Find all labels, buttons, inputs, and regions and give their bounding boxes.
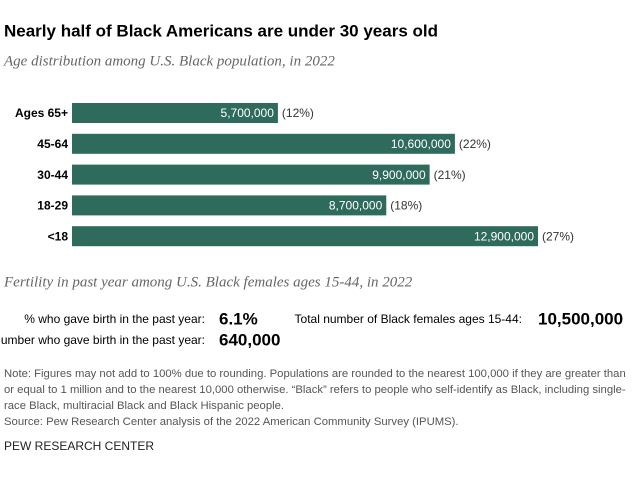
source: Source: Pew Research Center analysis of … — [4, 416, 459, 428]
bar — [72, 195, 387, 216]
note-block: Note: Figures may not add to 100% due to… — [4, 366, 636, 430]
share-label: (12%) — [282, 106, 314, 120]
category-label: Ages 65+ — [15, 106, 68, 120]
footer: PEW RESEARCH CENTER — [4, 439, 155, 453]
chart-title: Nearly half of Black Americans are under… — [4, 21, 438, 40]
category-label: 18-29 — [37, 199, 68, 213]
value-label: 5,700,000 — [221, 106, 275, 120]
stat-label: % who gave birth in the past year: — [24, 312, 205, 326]
bar — [72, 164, 430, 185]
share-label: (22%) — [459, 137, 491, 151]
value-label: 9,900,000 — [372, 168, 426, 182]
chart: Nearly half of Black Americans are under… — [0, 21, 623, 349]
section-subtitle: Fertility in past year among U.S. Black … — [3, 274, 413, 290]
category-label: 45-64 — [37, 137, 68, 151]
category-label: 30-44 — [37, 168, 68, 182]
stat-label: Number who gave birth in the past year: — [0, 333, 205, 347]
bar — [72, 133, 455, 154]
stat-value: 10,500,000 — [538, 309, 623, 328]
category-label: <18 — [48, 229, 69, 243]
stat-value: 6.1% — [219, 309, 258, 328]
stat-value: 640,000 — [219, 330, 280, 349]
bar — [72, 226, 538, 247]
chart-subtitle: Age distribution among U.S. Black popula… — [3, 53, 335, 69]
note: Note: Figures may not add to 100% due to… — [4, 368, 626, 412]
value-label: 12,900,000 — [474, 229, 534, 243]
stat-label: Total number of Black females ages 15-44… — [295, 312, 522, 326]
share-label: (18%) — [390, 199, 422, 213]
value-label: 10,600,000 — [391, 137, 451, 151]
value-label: 8,700,000 — [329, 199, 383, 213]
bar — [72, 103, 278, 123]
share-label: (21%) — [434, 168, 466, 182]
share-label: (27%) — [542, 229, 574, 243]
